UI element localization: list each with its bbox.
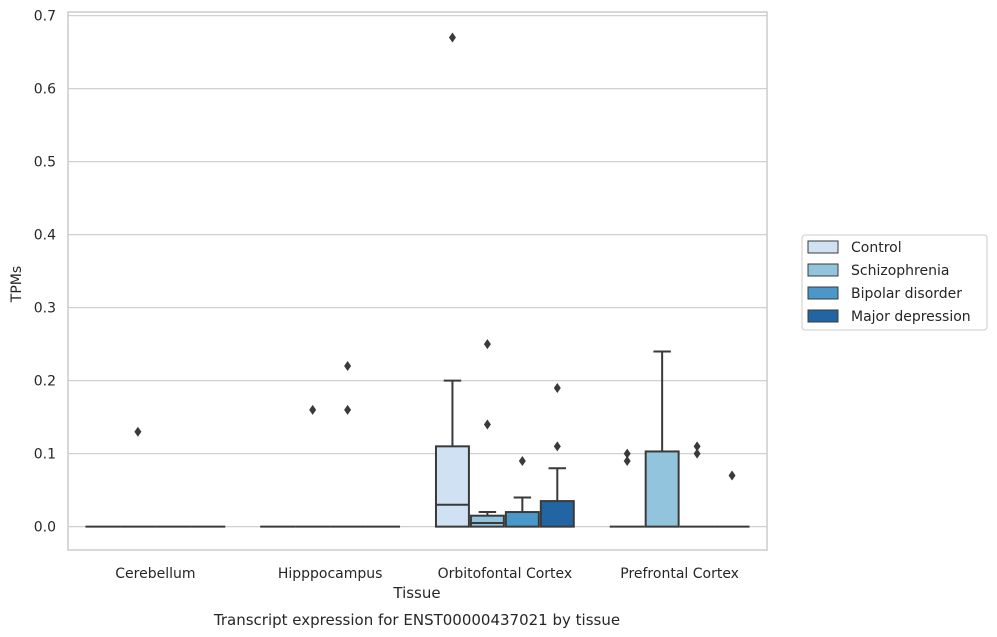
outlier-point — [448, 32, 456, 43]
outlier-point — [483, 419, 491, 430]
legend-items: Control Schizophrenia Bipolar disorder Majo… — [807, 240, 971, 325]
plot-frame — [67, 11, 768, 551]
legend-label: Major depression — [851, 309, 971, 325]
outlier-point — [693, 448, 701, 459]
box-body — [539, 500, 575, 528]
box-group — [644, 350, 680, 528]
y-axis-ticks: 0.0 0.1 0.2 0.3 0.4 0.5 0.6 0.7 — [34, 9, 56, 536]
box-group — [609, 448, 645, 528]
outlier-point — [309, 404, 317, 415]
box-group — [469, 339, 505, 528]
outlier-point — [553, 441, 561, 452]
legend-label: Schizophrenia — [851, 263, 949, 279]
outlier-point — [518, 455, 526, 466]
legend-swatch — [807, 286, 839, 300]
box-group — [434, 32, 470, 528]
box-group — [679, 441, 715, 528]
y-tick-label: 0.7 — [34, 9, 56, 25]
outlier-point — [623, 448, 631, 459]
outlier-point — [623, 455, 631, 466]
box-body — [434, 445, 470, 528]
box-body — [469, 514, 505, 528]
box-body — [644, 450, 680, 528]
y-tick-label: 0.6 — [34, 82, 56, 98]
x-axis-label: Tissue — [392, 584, 440, 602]
outlier-point — [728, 470, 736, 481]
y-tick-label: 0.2 — [34, 374, 56, 390]
legend: Control Schizophrenia Bipolar disorder Majo… — [801, 234, 988, 331]
chart-caption: Transcript expression for ENST0000043702… — [213, 611, 620, 629]
outlier-point — [483, 339, 491, 350]
x-tick-label: Hipppocampus — [278, 566, 383, 582]
y-axis-label: TPMs — [9, 266, 25, 303]
outlier-point — [344, 361, 352, 372]
legend-label: Bipolar disorder — [851, 286, 962, 302]
legend-swatch — [807, 309, 839, 323]
x-axis-ticks: Cerebellum Hipppocampus Orbitofontal Corte… — [115, 566, 739, 582]
box-group — [120, 426, 156, 528]
y-tick-label: 0.0 — [34, 520, 56, 536]
x-tick-label: Prefrontal Cortex — [620, 566, 739, 582]
box-group — [295, 404, 331, 528]
x-tick-label: Cerebellum — [115, 566, 195, 582]
box-group — [539, 382, 575, 528]
legend-swatch — [807, 263, 839, 277]
gridlines — [68, 15, 767, 528]
outlier-point — [344, 404, 352, 415]
outlier-point — [553, 382, 561, 393]
legend-swatch — [807, 240, 839, 254]
y-tick-label: 0.1 — [34, 447, 56, 463]
y-tick-label: 0.5 — [34, 155, 56, 171]
plot-area — [67, 11, 768, 551]
box-group — [714, 470, 750, 528]
box-group — [504, 455, 540, 528]
boxes — [85, 32, 750, 528]
y-tick-label: 0.4 — [34, 228, 56, 244]
legend-frame — [801, 234, 988, 331]
legend-label: Control — [851, 240, 902, 256]
y-tick-label: 0.3 — [34, 301, 56, 317]
outlier-point — [693, 441, 701, 452]
box-body — [504, 511, 540, 528]
box-group — [330, 361, 366, 528]
x-tick-label: Orbitofontal Cortex — [438, 566, 573, 582]
outlier-point — [134, 426, 142, 437]
